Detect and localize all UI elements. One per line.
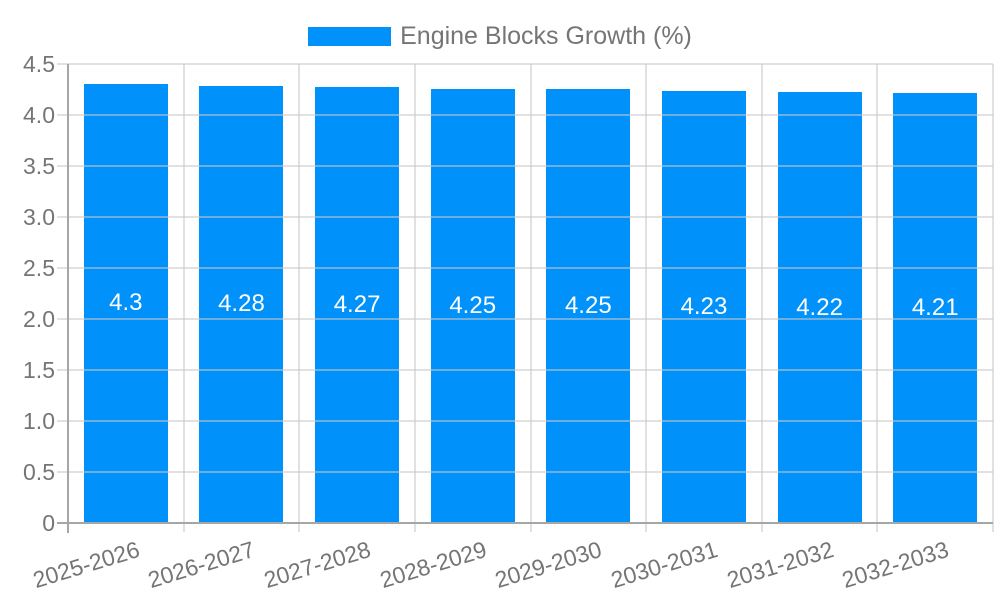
bar-value-label: 4.23 <box>680 293 728 321</box>
horizontal-gridline <box>57 164 993 167</box>
x-axis-tick <box>298 523 301 532</box>
x-axis-tick <box>992 523 994 532</box>
horizontal-gridline <box>57 215 993 218</box>
x-axis-tick <box>413 523 416 532</box>
horizontal-gridline <box>57 266 993 269</box>
vertical-gridline <box>529 63 532 523</box>
y-axis-tick-label: 0 <box>42 510 55 536</box>
y-axis-tick-label: 1.5 <box>23 356 55 383</box>
bar-value-label: 4.21 <box>911 294 959 322</box>
bar: 4.25 <box>546 89 631 523</box>
x-axis-line <box>57 522 993 524</box>
bar-value-label: 4.27 <box>333 290 381 318</box>
vertical-gridline <box>645 63 648 523</box>
x-axis-tick <box>529 523 532 532</box>
bar: 4.27 <box>315 86 400 523</box>
legend-swatch <box>308 27 392 46</box>
x-axis-tick <box>645 523 648 532</box>
y-axis-tick-label: 4.0 <box>23 101 55 128</box>
bar: 4.21 <box>893 93 978 523</box>
bar: 4.3 <box>83 83 168 523</box>
horizontal-gridline <box>57 113 993 116</box>
horizontal-gridline <box>57 419 993 422</box>
horizontal-gridline <box>57 317 993 320</box>
bar-value-label: 4.25 <box>564 292 612 319</box>
y-axis-tick-label: 0.5 <box>23 458 55 485</box>
y-axis-tick-label: 2.0 <box>23 305 55 332</box>
vertical-gridline <box>992 63 994 523</box>
vertical-gridline <box>876 63 879 523</box>
x-axis-tick <box>760 523 763 532</box>
bar-value-label: 4.3 <box>109 289 143 317</box>
horizontal-gridline <box>57 62 993 65</box>
bar: 4.22 <box>777 92 862 523</box>
bar-value-label: 4.22 <box>796 293 843 321</box>
horizontal-gridline <box>57 470 993 473</box>
vertical-gridline <box>298 63 301 523</box>
bar-value-label: 4.28 <box>218 290 265 318</box>
y-axis-line <box>67 63 69 533</box>
y-axis-tick-label: 4.5 <box>23 50 55 77</box>
bar: 4.28 <box>199 85 284 523</box>
vertical-gridline <box>182 63 185 523</box>
vertical-gridline <box>413 63 416 523</box>
horizontal-gridline <box>57 368 993 371</box>
y-axis-tick-label: 2.5 <box>23 254 55 281</box>
x-axis-tick <box>182 523 185 532</box>
bar: 4.25 <box>430 89 515 523</box>
legend-label: Engine Blocks Growth (%) <box>400 22 692 50</box>
y-axis-tick-label: 3.5 <box>23 152 55 179</box>
vertical-gridline <box>760 63 763 523</box>
legend: Engine Blocks Growth (%) <box>0 22 1000 51</box>
bar-value-label: 4.25 <box>449 292 497 319</box>
bar: 4.23 <box>661 91 746 523</box>
y-axis-tick-label: 3.0 <box>23 203 55 230</box>
x-axis-tick <box>876 523 879 532</box>
y-axis-tick-label: 1.0 <box>23 407 55 434</box>
